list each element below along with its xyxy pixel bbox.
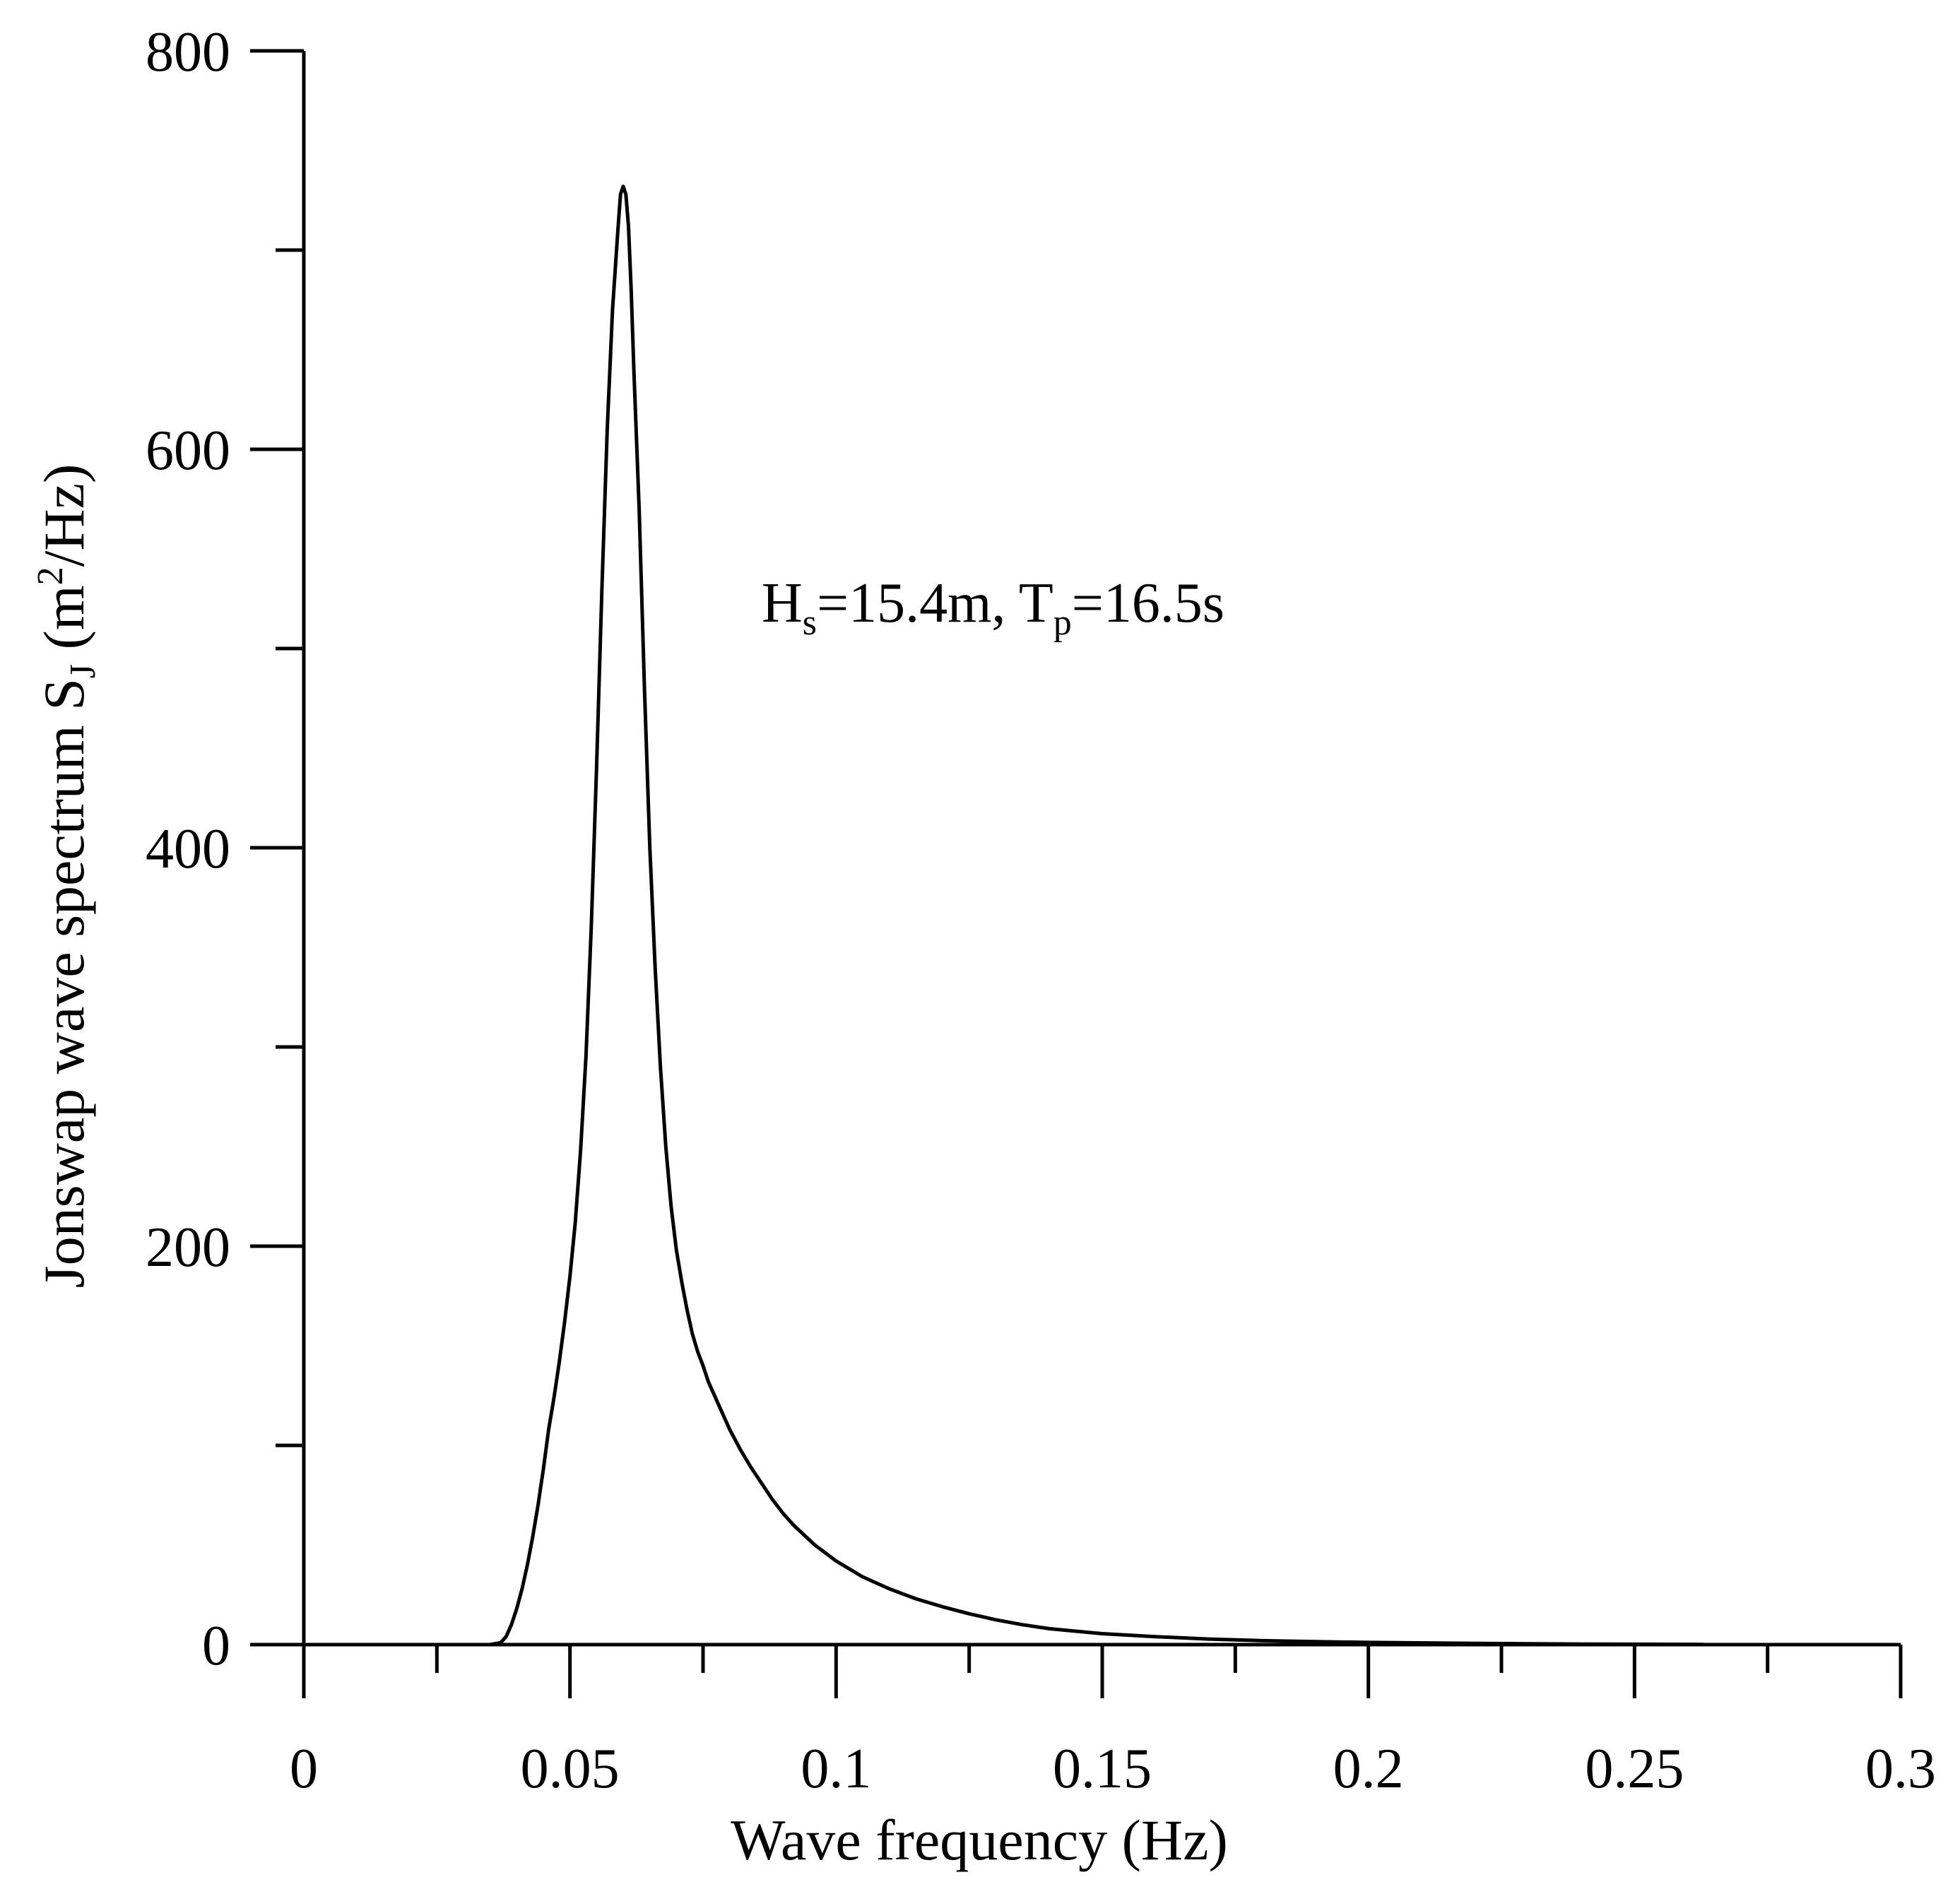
x-tick-label: 0.1 xyxy=(801,1738,871,1800)
annotation-t-sub: p xyxy=(1053,603,1072,643)
series-line xyxy=(304,184,1704,1647)
annotation: Hs=15.4m, Tp=16.5s xyxy=(762,572,1224,643)
x-ticks: 0 0.05 0.1 0.15 0.2 0.25 0.3 xyxy=(290,1645,1936,1800)
annotation-tail: =16.5s xyxy=(1072,572,1224,634)
annotation-h-sub: s xyxy=(803,603,817,643)
x-tick-label: 0.3 xyxy=(1865,1738,1936,1800)
x-axis-title: Wave frequency (Hz) xyxy=(731,1808,1228,1872)
x-tick-label: 0.05 xyxy=(521,1738,620,1800)
y-axis-title: Jonswap wave spectrum SJ (m2/Hz) xyxy=(30,464,103,1289)
x-tick-label: 0.15 xyxy=(1053,1738,1152,1800)
y-axis-title-unit-sup: 2 xyxy=(30,567,71,585)
axes xyxy=(250,51,1901,1698)
y-axis-title-unit-open: (m xyxy=(32,585,96,664)
x-tick-label: 0 xyxy=(290,1738,318,1800)
x-tick-label: 0.25 xyxy=(1585,1738,1684,1800)
y-tick-label: 800 xyxy=(146,21,230,83)
annotation-h: H xyxy=(762,572,803,634)
y-axis-title-main: Jonswap wave spectrum S xyxy=(32,678,96,1288)
y-ticks: 0 200 400 600 800 xyxy=(146,21,304,1677)
annotation-mid: =15.4m, T xyxy=(817,572,1053,634)
y-tick-label: 200 xyxy=(146,1217,230,1279)
x-tick-label: 0.2 xyxy=(1333,1738,1404,1800)
y-tick-label: 0 xyxy=(202,1615,230,1677)
y-axis-title-unit-close: /Hz) xyxy=(32,464,96,567)
y-tick-label: 400 xyxy=(146,818,230,880)
y-axis-title-sub: J xyxy=(63,664,103,678)
y-tick-label: 600 xyxy=(146,420,230,482)
